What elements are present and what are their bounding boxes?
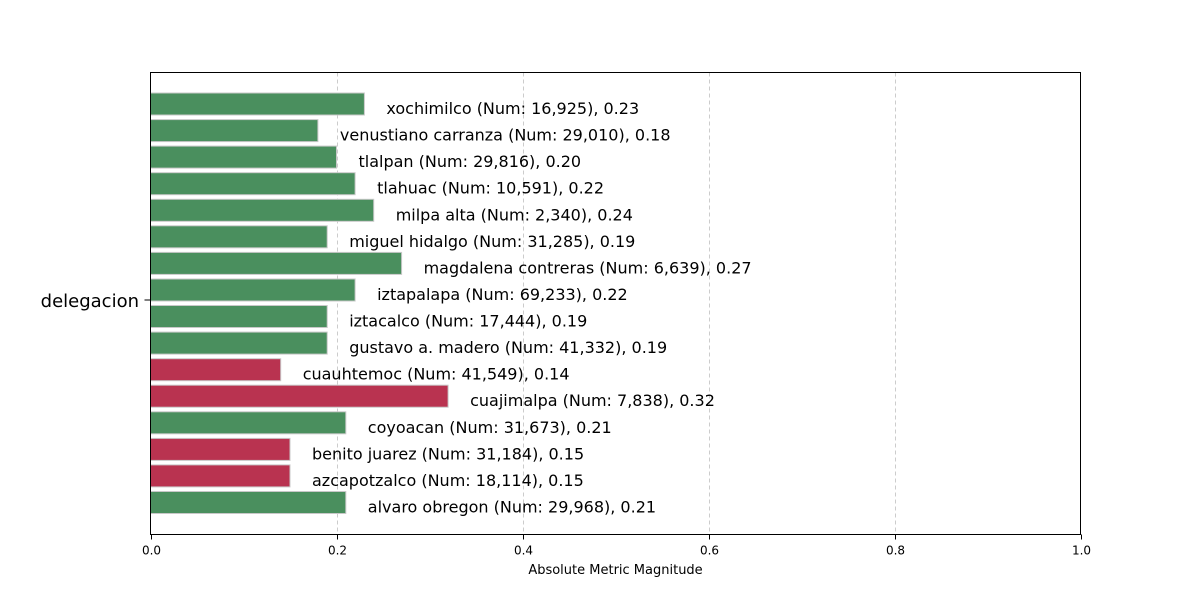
bar bbox=[150, 92, 365, 116]
bar-label: coyoacan (Num: 31,673), 0.21 bbox=[368, 418, 612, 437]
x-tick-label: 1.0 bbox=[1072, 544, 1091, 558]
bar bbox=[150, 145, 337, 169]
x-tick-label: 0.6 bbox=[700, 544, 719, 558]
bar-label: alvaro obregon (Num: 29,968), 0.21 bbox=[368, 498, 656, 517]
bar-label: venustiano carranza (Num: 29,010), 0.18 bbox=[340, 126, 671, 145]
bar-label: xochimilco (Num: 16,925), 0.23 bbox=[386, 99, 639, 118]
x-axis-title: Absolute Metric Magnitude bbox=[528, 563, 702, 578]
bar bbox=[150, 119, 319, 143]
x-tick-label: 0.4 bbox=[514, 544, 533, 558]
bar-labels-group: xochimilco (Num: 16,925), 0.23 venustiano… bbox=[303, 99, 752, 517]
bar bbox=[150, 225, 328, 249]
bar-label: tlalpan (Num: 29,816), 0.20 bbox=[359, 152, 582, 171]
bars-group bbox=[150, 92, 449, 514]
y-axis-category-label: delegacion bbox=[41, 291, 139, 312]
x-axis-ticks: 0.0 0.2 0.4 0.6 0.8 1.0 bbox=[142, 534, 1091, 558]
bar bbox=[150, 358, 282, 382]
bar bbox=[150, 464, 291, 488]
bar bbox=[150, 331, 328, 355]
bar bbox=[150, 305, 328, 328]
bar-label: gustavo a. madero (Num: 41,332), 0.19 bbox=[349, 338, 667, 357]
bar bbox=[150, 437, 291, 461]
bar-label: iztapalapa (Num: 69,233), 0.22 bbox=[377, 285, 628, 304]
bar-label: benito juarez (Num: 31,184), 0.15 bbox=[312, 444, 584, 463]
bar-label: milpa alta (Num: 2,340), 0.24 bbox=[396, 205, 633, 224]
bar bbox=[150, 491, 347, 514]
bar-label: miguel hidalgo (Num: 31,285), 0.19 bbox=[349, 232, 635, 251]
bar-label: cuauhtemoc (Num: 41,549), 0.14 bbox=[303, 365, 570, 384]
bar-label: azcapotzalco (Num: 18,114), 0.15 bbox=[312, 471, 584, 490]
bar-label: tlahuac (Num: 10,591), 0.22 bbox=[377, 179, 604, 198]
plot-frame bbox=[150, 72, 1081, 535]
bar bbox=[150, 198, 375, 222]
bar-label: iztacalco (Num: 17,444), 0.19 bbox=[349, 312, 587, 331]
bar bbox=[150, 278, 356, 302]
bar-label: cuajimalpa (Num: 7,838), 0.32 bbox=[470, 391, 715, 410]
bar bbox=[150, 172, 356, 196]
bar bbox=[150, 411, 347, 435]
bar bbox=[150, 251, 403, 275]
bar-label: magdalena contreras (Num: 6,639), 0.27 bbox=[424, 258, 752, 277]
x-tick-label: 0.2 bbox=[328, 544, 347, 558]
bar bbox=[150, 384, 449, 408]
x-tick-label: 0.0 bbox=[142, 544, 161, 558]
x-tick-label: 0.8 bbox=[886, 544, 905, 558]
grid-lines bbox=[337, 72, 896, 535]
